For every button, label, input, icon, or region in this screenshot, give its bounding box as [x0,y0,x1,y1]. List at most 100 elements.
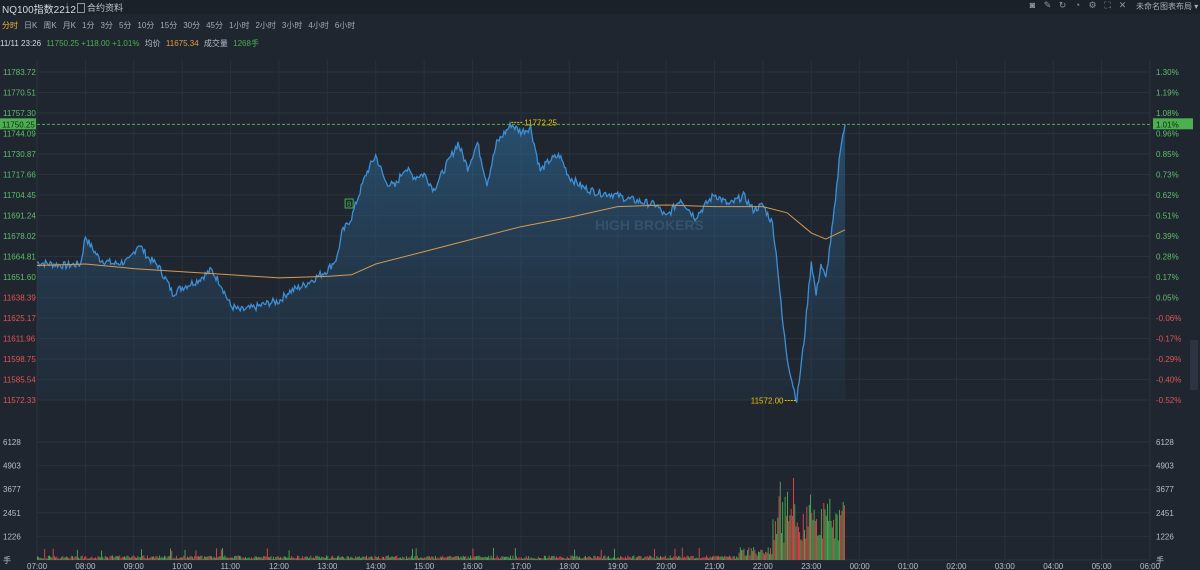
volume-bar [92,558,94,560]
percent-tick-label: -0.52% [1156,396,1181,405]
gear-icon[interactable]: ⚙ [1088,0,1097,10]
volume-bar [206,556,208,560]
volume-bar [553,555,555,560]
volume-bar [470,555,472,560]
volume-bar [372,557,374,560]
tab-4[interactable]: 1分 [82,21,95,30]
volume-bar [362,556,364,560]
volume-bar [589,557,591,560]
volume-bar [606,556,608,560]
volume-bar [716,556,718,560]
volume-bar [483,557,485,560]
refresh-icon[interactable]: ↻ [1058,0,1067,10]
volume-bar [755,553,757,560]
close-icon[interactable]: ✕ [1118,0,1127,10]
volume-bar [357,556,359,560]
camera-icon[interactable]: ◙ [1029,0,1036,10]
volume-bar [666,558,667,560]
tab-10[interactable]: 45分 [206,21,224,30]
volume-bar [624,556,626,560]
volume-bar [315,555,317,560]
tab-6[interactable]: 5分 [118,21,132,30]
volume-bar [185,558,187,560]
intraday-chart[interactable]: HIGH BROKERS11783.7211770.5111757.301174… [0,60,1200,570]
volume-bar [778,496,780,560]
tab-11[interactable]: 1小时 [229,21,250,30]
fullscreen-icon[interactable]: ⛶ [1104,0,1111,10]
volume-bar [725,556,727,560]
volume-bar [695,558,697,560]
time-tick-label: 04:00 [1043,562,1064,570]
volume-bar [125,557,127,560]
volume-bar [69,558,71,560]
volume-tick-label: 1226 [1156,532,1174,541]
time-tick-label: 07:00 [27,562,48,570]
tab-5[interactable]: 3分 [100,21,113,30]
volume-bar [811,512,813,560]
volume-bar [286,557,288,560]
volume-bar [386,555,388,560]
volume-bar [207,556,209,560]
volume-bar [575,556,577,560]
volume-bar [765,551,767,560]
volume-bar [571,555,573,560]
volume-bar [451,557,453,560]
volume-bar [558,557,560,560]
tab-12[interactable]: 2小时 [255,21,276,30]
volume-bar [594,555,596,560]
volume-bar [756,555,758,560]
scroll-handle[interactable] [1190,340,1198,390]
volume-bar [79,558,81,560]
tab-7[interactable]: 10分 [137,21,155,30]
bell-icon[interactable]: ◔ [1074,0,1081,10]
volume-bar [138,557,140,560]
volume-bar [67,557,69,560]
volume-bar [312,557,314,560]
tab-15[interactable]: 6小时 [334,21,356,30]
price-tick-label: 11638.39 [3,294,36,303]
tab-13[interactable]: 3小时 [281,21,303,30]
volume-bar [49,555,50,560]
volume-bar [295,558,297,560]
volume-bar [771,554,773,560]
volume-bar [828,520,830,560]
volume-bar [62,556,64,560]
volume-bar [251,557,253,560]
tab-14[interactable]: 4小时 [308,21,329,30]
tab-2[interactable]: 周K [43,21,57,30]
tab-3[interactable]: 月K [62,21,77,30]
tab-1[interactable]: 日K [24,21,38,30]
volume-bar [644,556,646,560]
volume-bar [720,556,722,560]
volume-bar [559,556,561,560]
volume-bar [243,558,245,560]
volume-bar [748,547,750,560]
volume-bar [721,556,723,560]
tab-8[interactable]: 15分 [160,21,178,30]
volume-bar [836,514,838,560]
volume-bar [76,549,78,560]
tab-9[interactable]: 30分 [183,21,201,30]
time-tick-label: 16:00 [463,562,484,570]
tab-0[interactable]: 分时 [2,21,18,30]
volume-bar [743,548,745,560]
price-tick-label: 11717.66 [3,171,36,180]
volume-bar [160,557,162,560]
volume-bar [781,533,782,560]
volume-bar [732,555,734,560]
volume-bar [177,558,179,560]
volume-bar [143,555,145,560]
volume-bar [293,557,295,560]
volume-bar [201,555,203,560]
layout-dropdown[interactable]: 未命名图表布局 ▾ [1136,2,1199,11]
contract-info-label: 合约资料 [87,3,124,13]
volume-bar [110,555,112,560]
volume-bar [722,557,724,560]
volume-bar [115,555,117,560]
volume-bar [70,555,72,560]
volume-bar [825,515,827,560]
contract-info-button[interactable]: 合约资料 [77,1,123,14]
volume-bar [618,558,620,560]
volume-bar [287,557,289,560]
edit-icon[interactable]: ✎ [1043,0,1052,10]
